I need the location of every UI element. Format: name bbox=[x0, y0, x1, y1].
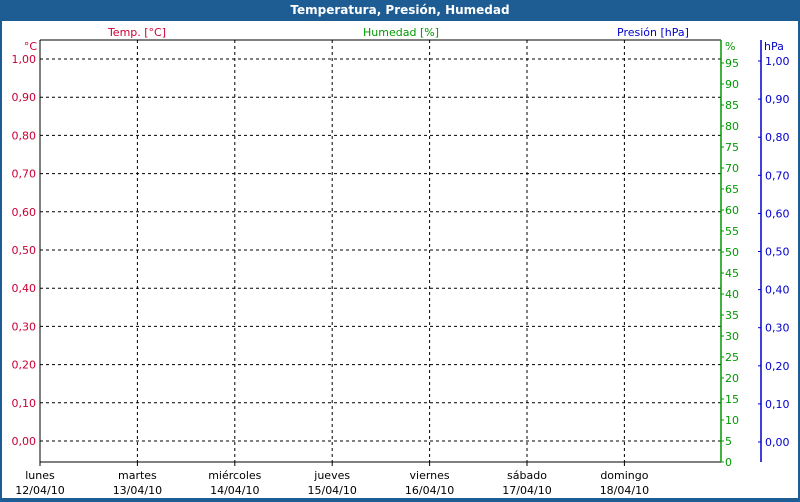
pressure-tick-label: 0,40 bbox=[765, 284, 790, 297]
temp-tick-label: 0,90 bbox=[12, 91, 37, 104]
humidity-tick-label: 95 bbox=[725, 57, 739, 70]
humidity-tick-label: 20 bbox=[725, 372, 739, 385]
x-date-label: 17/04/10 bbox=[502, 484, 551, 497]
humidity-tick-label: 85 bbox=[725, 99, 739, 112]
x-date-label: 14/04/10 bbox=[210, 484, 259, 497]
pressure-tick-label: 0,50 bbox=[765, 246, 790, 259]
pressure-axis-title: Presión [hPa] bbox=[617, 26, 689, 39]
temp-tick-label: 0,20 bbox=[12, 359, 37, 372]
humidity-tick-label: 65 bbox=[725, 183, 739, 196]
humidity-tick-label: 5 bbox=[725, 435, 732, 448]
humidity-tick-label: 75 bbox=[725, 141, 739, 154]
humidity-tick-label: 15 bbox=[725, 393, 739, 406]
humidity-tick-label: 45 bbox=[725, 267, 739, 280]
humidity-axis-title: Humedad [%] bbox=[363, 26, 439, 39]
humidity-tick-label: 25 bbox=[725, 351, 739, 364]
pressure-tick-label: 0,30 bbox=[765, 322, 790, 335]
x-date-label: 18/04/10 bbox=[600, 484, 649, 497]
temp-tick-label: 0,30 bbox=[12, 320, 37, 333]
x-date-label: 12/04/10 bbox=[15, 484, 64, 497]
humidity-tick-label: 0 bbox=[725, 456, 732, 469]
pressure-unit-label: hPa bbox=[764, 40, 784, 53]
x-day-label: martes bbox=[118, 469, 157, 482]
pressure-tick-label: 0,00 bbox=[765, 436, 790, 449]
x-date-label: 16/04/10 bbox=[405, 484, 454, 497]
temp-unit-label: °C bbox=[24, 40, 38, 53]
humidity-unit-label: % bbox=[725, 40, 735, 53]
humidity-tick-label: 50 bbox=[725, 246, 739, 259]
humidity-tick-label: 80 bbox=[725, 120, 739, 133]
temp-tick-label: 0,70 bbox=[12, 168, 37, 181]
x-day-label: jueves bbox=[313, 469, 350, 482]
pressure-tick-label: 0,60 bbox=[765, 207, 790, 220]
pressure-tick-label: 1,00 bbox=[765, 55, 790, 68]
temp-tick-label: 0,40 bbox=[12, 282, 37, 295]
x-day-label: miércoles bbox=[208, 469, 261, 482]
pressure-tick-label: 0,90 bbox=[765, 93, 790, 106]
temp-tick-label: 0,10 bbox=[12, 397, 37, 410]
chart-area: 0,00 0,10 0,20 0,30 0,40 0,50 0,60 0,70 0,80 0,90… bbox=[2, 21, 798, 498]
pressure-tick-label: 0,10 bbox=[765, 398, 790, 411]
window-title: Temperatura, Presión, Humedad bbox=[290, 3, 510, 17]
humidity-tick-label: 35 bbox=[725, 309, 739, 322]
humidity-tick-label: 10 bbox=[725, 414, 739, 427]
x-day-label: sábado bbox=[507, 469, 547, 482]
temp-axis-title: Temp. [°C] bbox=[107, 26, 166, 39]
humidity-tick-label: 55 bbox=[725, 225, 739, 238]
temp-tick-label: 0,60 bbox=[12, 206, 37, 219]
x-day-label: lunes bbox=[25, 469, 55, 482]
pressure-tick-label: 0,20 bbox=[765, 360, 790, 373]
temp-tick-label: 1,00 bbox=[12, 53, 37, 66]
x-day-label: viernes bbox=[410, 469, 450, 482]
temp-tick-label: 0,00 bbox=[12, 435, 37, 448]
x-day-label: domingo bbox=[600, 469, 648, 482]
humidity-tick-label: 60 bbox=[725, 204, 739, 217]
x-date-label: 15/04/10 bbox=[307, 484, 356, 497]
humidity-tick-label: 40 bbox=[725, 288, 739, 301]
temp-tick-label: 0,50 bbox=[12, 244, 37, 257]
pressure-tick-label: 0,70 bbox=[765, 169, 790, 182]
humidity-tick-label: 90 bbox=[725, 78, 739, 91]
humidity-tick-label: 70 bbox=[725, 162, 739, 175]
chart-svg: 0,00 0,10 0,20 0,30 0,40 0,50 0,60 0,70 0,80 0,90… bbox=[12, 26, 790, 497]
pressure-tick-label: 0,80 bbox=[765, 131, 790, 144]
x-date-label: 13/04/10 bbox=[113, 484, 162, 497]
temp-tick-label: 0,80 bbox=[12, 129, 37, 142]
humidity-tick-label: 30 bbox=[725, 330, 739, 343]
